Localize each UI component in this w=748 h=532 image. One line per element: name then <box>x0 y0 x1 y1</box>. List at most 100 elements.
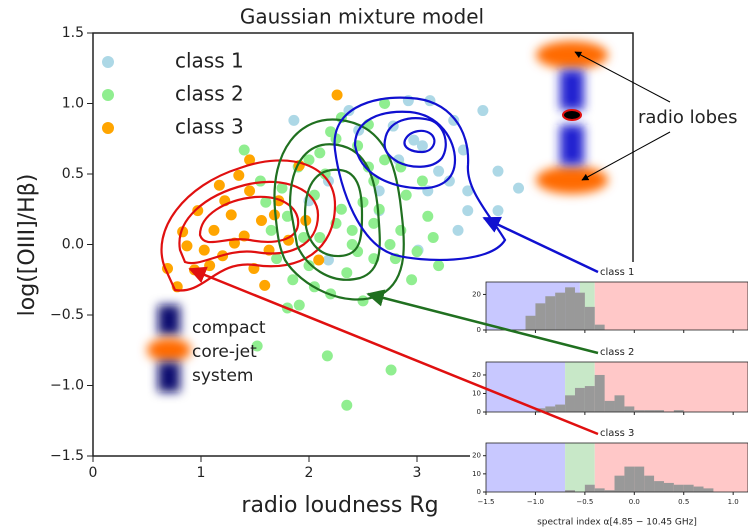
hist-bar <box>545 296 556 330</box>
y-tick-label: 0.5 <box>62 166 84 182</box>
inset-title: class 3 <box>600 428 634 439</box>
x-tick-label: 3 <box>413 465 422 481</box>
point <box>400 189 412 201</box>
point <box>314 147 326 159</box>
point <box>443 175 455 187</box>
chart-title: Gaussian mixture model <box>240 5 484 29</box>
hist-bar <box>683 484 694 492</box>
annotation: system <box>192 366 253 386</box>
point <box>303 154 315 166</box>
hist-bar <box>693 486 704 492</box>
y-tick-label: −1.0 <box>50 378 84 394</box>
point <box>204 260 216 272</box>
legend-label: class 2 <box>175 82 244 106</box>
inset-title: class 1 <box>600 267 634 278</box>
point <box>244 154 256 166</box>
point <box>233 169 245 181</box>
hist-bar <box>644 410 655 412</box>
hist-bar <box>555 292 566 330</box>
point <box>251 340 263 352</box>
hist-bar <box>673 410 684 412</box>
region <box>486 443 566 492</box>
point <box>341 267 353 279</box>
point <box>492 205 504 217</box>
arrow <box>574 51 671 103</box>
point <box>282 234 294 246</box>
hist-bar <box>584 306 595 330</box>
radio-lobes-icon <box>536 41 608 194</box>
point <box>406 274 418 286</box>
inset-frame <box>485 442 748 493</box>
hist-bar <box>673 484 684 492</box>
annotation: core-jet <box>192 342 257 362</box>
point <box>238 144 250 156</box>
point <box>259 279 271 291</box>
legend-marker <box>102 89 114 101</box>
point <box>368 217 380 229</box>
point <box>321 350 333 362</box>
hist-bar <box>644 475 655 492</box>
x-tick-label: −1.0 <box>527 498 544 506</box>
hist-bar <box>624 466 635 492</box>
y-tick-label: 1.0 <box>62 96 84 112</box>
pointer-arrows <box>188 216 599 436</box>
inset-frame <box>485 361 748 413</box>
point <box>298 231 310 243</box>
point <box>433 260 445 272</box>
point <box>313 254 325 266</box>
hist-bar <box>525 315 536 330</box>
x-tick-label: −1.5 <box>478 498 495 506</box>
arrow <box>581 131 671 181</box>
annotation: compact <box>192 318 266 338</box>
hist-bar <box>634 410 645 412</box>
x-tick-label: 1 <box>197 465 206 481</box>
hist-bar <box>614 475 625 492</box>
hist-bar <box>624 406 635 412</box>
hist-bar <box>535 303 546 330</box>
hist-bar <box>584 386 595 412</box>
hist-bar <box>594 488 605 492</box>
point <box>254 175 266 187</box>
x-tick-label: 2 <box>305 465 314 481</box>
hist-bar <box>634 466 645 492</box>
overlay: radio lobes compact core-jet system <box>147 41 737 392</box>
x-tick-label: 1.0 <box>728 498 739 506</box>
hist-bar <box>574 292 585 330</box>
x-tick-label: 0.5 <box>678 498 689 506</box>
point <box>411 246 423 258</box>
y-tick-label: −1.5 <box>50 448 84 464</box>
hist-bar <box>703 488 714 492</box>
point <box>276 182 288 194</box>
hist-bar <box>565 395 575 412</box>
point <box>462 205 474 217</box>
y-tick-label: 0.0 <box>62 237 84 253</box>
point <box>192 205 204 217</box>
point <box>427 231 439 243</box>
insets: class 1 0 20 class 2 0 10 20 class 3 −1.5 −1.0 −0.… <box>470 262 748 532</box>
point <box>384 239 396 250</box>
region <box>565 443 595 492</box>
y-tick-label: 0 <box>477 488 481 496</box>
x-tick-label: −0.5 <box>576 498 593 506</box>
point <box>373 203 385 215</box>
point <box>513 182 525 194</box>
inset-frame <box>485 281 748 331</box>
hist-bar <box>604 400 615 412</box>
inset-title: class 2 <box>600 347 634 358</box>
hist-bar <box>654 410 664 412</box>
compact-icon <box>147 305 191 392</box>
hist-bar <box>574 387 585 412</box>
hist-bar <box>663 482 674 492</box>
point <box>452 224 464 236</box>
hist-bar <box>614 395 625 412</box>
hist-bar <box>604 490 615 492</box>
hist-bar <box>565 490 575 492</box>
contours <box>160 96 507 301</box>
legend-label: class 1 <box>175 49 244 73</box>
y-tick-label: 0 <box>477 408 481 416</box>
y-tick-label: −0.5 <box>50 307 84 323</box>
point <box>330 133 342 145</box>
y-tick-label: 0 <box>477 326 481 334</box>
main-plot: Gaussian mixture model radio loudness Rg l… <box>15 5 634 518</box>
